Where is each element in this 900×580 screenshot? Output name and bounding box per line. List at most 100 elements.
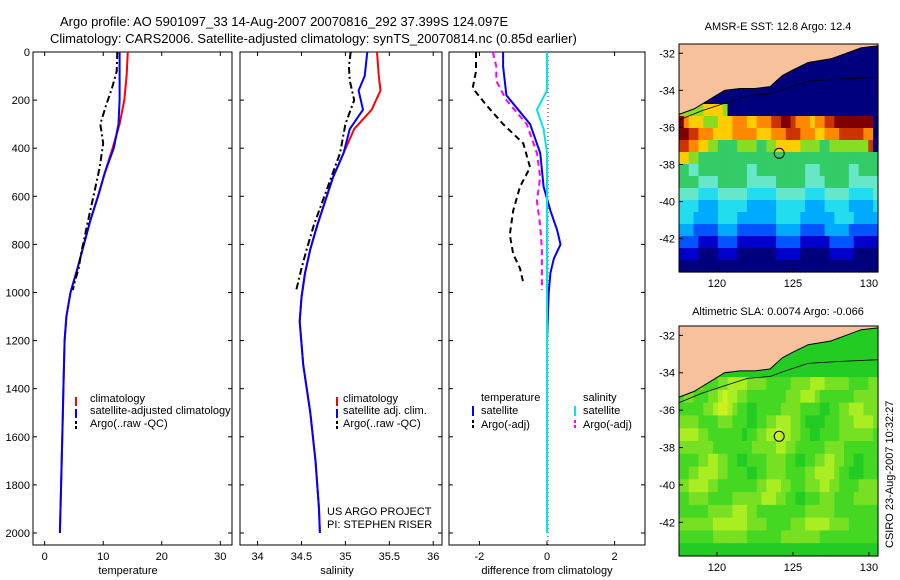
heatmap-cell bbox=[829, 236, 835, 249]
heatmap-cell bbox=[712, 441, 719, 455]
heatmap-cell bbox=[829, 543, 835, 557]
heatmap-cell bbox=[688, 116, 695, 129]
heatmap-cell bbox=[751, 479, 758, 493]
x-tick-label: 10 bbox=[97, 551, 109, 563]
heatmap-cell bbox=[722, 116, 729, 129]
x-tick-label: 0 bbox=[544, 551, 550, 563]
heatmap-cell bbox=[858, 364, 865, 378]
heatmap-cell bbox=[698, 543, 704, 557]
heatmap-cell bbox=[746, 128, 753, 141]
heatmap-cell bbox=[868, 56, 874, 69]
heatmap-cell bbox=[829, 453, 835, 468]
heatmap-cell bbox=[693, 212, 700, 225]
heatmap-cell bbox=[800, 492, 806, 506]
heatmap-cell bbox=[717, 517, 724, 532]
heatmap-cell bbox=[795, 389, 801, 404]
heatmap-cell bbox=[790, 441, 797, 455]
heatmap-cell bbox=[727, 530, 733, 544]
map-y-tick-label: -34 bbox=[659, 368, 675, 380]
heatmap-cell bbox=[683, 224, 690, 237]
heatmap-cell bbox=[776, 441, 782, 455]
heatmap-cell bbox=[688, 260, 695, 273]
legend-label-argo: Argo(..raw -QC) bbox=[343, 418, 421, 430]
heatmap-cell bbox=[717, 415, 724, 429]
heatmap-cell bbox=[858, 92, 865, 105]
heatmap-cell bbox=[761, 188, 767, 201]
heatmap-cell bbox=[785, 492, 792, 506]
heatmap-cell bbox=[742, 212, 748, 225]
heatmap-cell bbox=[722, 428, 729, 442]
heatmap-cell bbox=[800, 68, 806, 81]
heatmap-cell bbox=[780, 260, 787, 273]
heatmap-cell bbox=[746, 248, 753, 261]
heatmap-cell bbox=[751, 402, 758, 417]
heatmap-cell bbox=[790, 92, 797, 105]
heatmap-cell bbox=[863, 260, 869, 273]
heatmap-cell bbox=[703, 441, 709, 455]
heatmap-cell bbox=[800, 351, 806, 365]
heatmap-cell bbox=[844, 377, 850, 391]
heatmap-cell bbox=[776, 176, 782, 189]
heatmap-cell bbox=[795, 212, 801, 225]
heatmap-cell bbox=[810, 389, 816, 404]
heatmap-cell bbox=[683, 492, 690, 506]
heatmap-cell bbox=[853, 104, 860, 117]
heatmap-cell bbox=[853, 377, 860, 391]
heatmap-cell bbox=[717, 128, 724, 141]
heatmap-cell bbox=[766, 116, 772, 129]
sla-map-panel: Altimetric SLA: 0.0074 Argo: -0.066 120 1… bbox=[659, 306, 879, 574]
heatmap-cell bbox=[693, 415, 700, 429]
heatmap-cell bbox=[698, 104, 704, 117]
heatmap-cell bbox=[795, 176, 801, 189]
heatmap-cell bbox=[693, 504, 700, 519]
heatmap-cell bbox=[834, 116, 840, 129]
heatmap-cell bbox=[829, 92, 835, 105]
heatmap-cell bbox=[679, 152, 685, 165]
heatmap-cell bbox=[722, 504, 729, 519]
heatmap-cell bbox=[858, 466, 865, 480]
heatmap-cell bbox=[771, 164, 777, 177]
heatmap-cell bbox=[693, 248, 700, 261]
heatmap-cell bbox=[708, 530, 714, 544]
heatmap-cell bbox=[805, 128, 811, 141]
heatmap-cell bbox=[683, 236, 690, 249]
heatmap-cell bbox=[858, 260, 865, 273]
heatmap-cell bbox=[824, 212, 831, 225]
heatmap-cell bbox=[819, 453, 826, 468]
heatmap-cell bbox=[776, 224, 782, 237]
heatmap-cell bbox=[756, 140, 763, 153]
heatmap-cell bbox=[727, 224, 733, 237]
heatmap-cell bbox=[858, 504, 865, 519]
heatmap-cell bbox=[868, 128, 874, 141]
heatmap-cell bbox=[819, 338, 826, 353]
heatmap-cell bbox=[824, 453, 831, 468]
heatmap-cell bbox=[771, 212, 777, 225]
heatmap-cell bbox=[776, 428, 782, 442]
heatmap-cell bbox=[688, 479, 695, 493]
heatmap-cell bbox=[679, 479, 685, 493]
heatmap-cell bbox=[751, 492, 758, 506]
heatmap-cell bbox=[790, 377, 797, 391]
heatmap-cell bbox=[810, 377, 816, 391]
heatmap-cell bbox=[863, 453, 869, 468]
heatmap-cell bbox=[795, 188, 801, 201]
heatmap-cell bbox=[756, 116, 763, 129]
heatmap-cell bbox=[785, 92, 792, 105]
heatmap-cell bbox=[814, 116, 821, 129]
heatmap-cell bbox=[853, 200, 860, 213]
heatmap-cell bbox=[688, 176, 695, 189]
temperature-legend: climatology satellite-adjusted climatolo… bbox=[75, 393, 231, 430]
heatmap-cell bbox=[776, 415, 782, 429]
heatmap-cell bbox=[698, 248, 704, 261]
heatmap-cell bbox=[810, 504, 816, 519]
heatmap-cell bbox=[722, 140, 729, 153]
heatmap-cell bbox=[732, 116, 738, 129]
map-x-tick-label: 125 bbox=[784, 562, 802, 574]
heatmap-cell bbox=[742, 236, 748, 249]
heatmap-cell bbox=[814, 504, 821, 519]
heatmap-cell bbox=[708, 188, 714, 201]
heatmap-cell bbox=[708, 212, 714, 225]
heatmap-cell bbox=[790, 200, 797, 213]
heatmap-cell bbox=[844, 466, 850, 480]
heatmap-cell bbox=[712, 128, 719, 141]
